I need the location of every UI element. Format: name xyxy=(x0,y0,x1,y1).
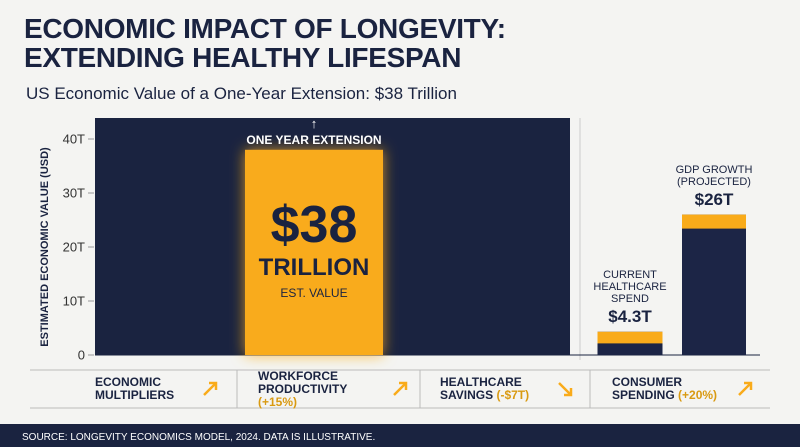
y-tick-label: 40T xyxy=(62,131,85,147)
y-tick-label: 10T xyxy=(62,293,85,309)
trend-arrow xyxy=(738,382,752,396)
trend-arrow-head xyxy=(399,381,408,390)
note-label: EST. VALUE xyxy=(280,286,348,300)
source: SOURCE: LONGEVITY ECONOMICS MODEL, 2024.… xyxy=(22,432,376,443)
bar xyxy=(245,149,383,355)
driver-change: (+15%) xyxy=(258,394,298,409)
driver-name: WORKFORCE PRODUCTIVITY xyxy=(258,368,348,396)
driver-name: ECONOMIC MULTIPLIERS xyxy=(95,375,175,402)
bar xyxy=(682,214,746,355)
driver: HEALTHCARE SAVINGS (-$7T) xyxy=(440,376,570,402)
category-label: ONE YEAR EXTENSION xyxy=(246,132,382,147)
bar-cap xyxy=(597,331,663,344)
category-label: CURRENT HEALTHCARE SPEND xyxy=(593,268,667,305)
driver-change: (-$7T) xyxy=(496,388,530,402)
driver-name: CONSUMER SPENDING xyxy=(612,375,683,402)
trend-arrow xyxy=(558,382,572,396)
category-label: GDP GROWTH (PROJECTED) xyxy=(675,163,753,188)
value-label: $26T xyxy=(694,189,734,209)
footer xyxy=(0,424,800,447)
y-tick-label: 0 xyxy=(77,347,85,363)
bar-cap xyxy=(682,214,746,229)
subtitle: US Economic Value of a One-Year Extensio… xyxy=(26,84,457,103)
trend-arrow-head xyxy=(209,381,218,390)
y-tick-label: 20T xyxy=(62,239,85,255)
value-label: $38 xyxy=(270,196,358,254)
trend-arrow xyxy=(203,382,217,396)
driver: ECONOMIC MULTIPLIERS xyxy=(95,376,225,402)
driver-name: HEALTHCARE SAVINGS xyxy=(440,375,522,402)
y-tick-label: 30T xyxy=(62,185,85,201)
trend-arrow-head xyxy=(564,388,573,397)
y-axis-label: ESTIMATED ECONOMIC VALUE (USD) xyxy=(39,147,51,347)
title: ECONOMIC IMPACT OF LONGEVITY: EXTENDING … xyxy=(24,13,506,73)
trend-arrow xyxy=(393,382,407,396)
unit-label: TRILLION xyxy=(258,254,370,281)
arrow-icon: ↑ xyxy=(311,116,318,131)
value-label: $4.3T xyxy=(608,306,652,326)
driver: WORKFORCE PRODUCTIVITY (+15%) xyxy=(258,368,388,409)
trend-arrow-head xyxy=(744,381,753,390)
driver-change: (+20%) xyxy=(678,388,718,402)
driver: CONSUMER SPENDING (+20%) xyxy=(612,376,742,402)
